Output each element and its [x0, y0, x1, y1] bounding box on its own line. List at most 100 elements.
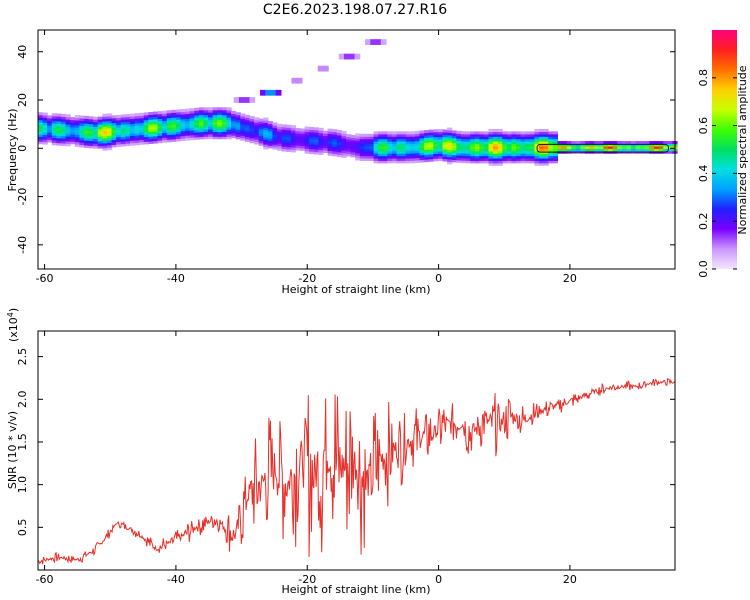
heatmap-cell — [139, 122, 145, 126]
snr-series-line — [37, 377, 676, 565]
heatmap-cell — [267, 135, 274, 139]
heatmap-cell — [111, 132, 117, 136]
heatmap-cell — [309, 146, 315, 150]
heatmap-cell — [185, 123, 191, 127]
heatmap-cell — [525, 145, 531, 149]
heatmap-cell — [534, 153, 540, 157]
heatmap-cell — [106, 135, 113, 139]
heatmap-cell — [157, 120, 163, 124]
heatmap-cell — [97, 126, 103, 130]
heatmap-cell — [433, 150, 439, 154]
heatmap-cell — [323, 149, 329, 153]
heatmap-cell — [493, 155, 499, 159]
heatmap-cell — [134, 130, 140, 134]
heatmap-cell — [277, 138, 283, 142]
heatmap-cell — [401, 141, 407, 145]
heatmap-cell — [198, 109, 205, 113]
heatmap-cell — [483, 145, 490, 149]
heatmap-cell — [442, 151, 448, 155]
heatmap-cell — [323, 142, 329, 146]
heatmap-cell — [437, 138, 444, 142]
heatmap-cell — [529, 150, 536, 154]
heatmap-cell — [451, 156, 457, 160]
heatmap-cell — [212, 112, 218, 116]
heatmap-cell — [106, 139, 113, 143]
heatmap-cell — [506, 133, 513, 137]
heatmap-cell — [465, 141, 471, 145]
heatmap-cell — [543, 136, 549, 140]
heatmap-cell — [152, 126, 159, 130]
heatmap-cell — [465, 148, 471, 152]
heatmap-cell — [368, 153, 375, 157]
heatmap-cell — [649, 148, 655, 152]
heatmap-cell — [428, 146, 434, 150]
heatmap-cell — [318, 137, 324, 141]
heatmap-cell — [116, 131, 122, 135]
heatmap-cell — [350, 147, 356, 151]
heatmap-cell — [488, 150, 494, 154]
heatmap-cell — [497, 141, 503, 145]
heatmap-cell — [162, 132, 168, 136]
heatmap-cell — [263, 119, 269, 123]
heatmap-cell — [116, 139, 122, 143]
heatmap-cell — [166, 124, 172, 128]
heatmap-cell — [387, 141, 393, 145]
heatmap-cell — [51, 142, 57, 146]
heatmap-cell — [350, 151, 356, 155]
heatmap-cell — [83, 118, 90, 122]
heatmap-cell — [433, 143, 439, 147]
heatmap-cell — [157, 140, 163, 144]
heatmap-cell — [97, 133, 103, 137]
heatmap-cell — [525, 160, 531, 164]
heatmap-cell — [157, 118, 163, 122]
heatmap-cell — [341, 138, 347, 142]
heatmap-cell — [359, 133, 365, 137]
heatmap-cell — [97, 128, 103, 132]
heatmap-cell — [506, 150, 513, 154]
heatmap-cell — [405, 141, 411, 145]
heatmap-cell — [277, 133, 283, 137]
heatmap-cell — [456, 145, 462, 149]
heatmap-cell — [493, 131, 499, 135]
heatmap-cell — [185, 127, 191, 131]
heatmap-cell — [171, 138, 177, 142]
heatmap-cell — [129, 125, 136, 129]
heatmap-cell — [42, 115, 48, 119]
heatmap-cell — [162, 125, 168, 129]
heatmap-cell — [221, 114, 228, 118]
heatmap-cell — [240, 132, 246, 136]
x-tick-label: 20 — [563, 272, 577, 285]
heatmap-cell — [152, 140, 159, 144]
heatmap-cell — [419, 157, 425, 161]
heatmap-cell — [375, 39, 382, 45]
heatmap-cell — [83, 142, 90, 146]
heatmap-cell — [382, 157, 388, 161]
heatmap-cell — [47, 137, 53, 141]
heatmap-cell — [520, 153, 526, 157]
heatmap-cell — [424, 154, 430, 158]
spectrogram-heatmap — [38, 39, 678, 166]
heatmap-cell — [42, 129, 48, 133]
heatmap-cell — [203, 131, 209, 135]
heatmap-cell — [594, 148, 600, 152]
heatmap-cell — [364, 155, 370, 159]
heatmap-cell — [313, 134, 320, 138]
heatmap-cell — [235, 136, 241, 140]
heatmap-cell — [502, 133, 508, 137]
heatmap-cell — [244, 114, 251, 118]
heatmap-cell — [65, 126, 71, 130]
heatmap-cell — [51, 137, 57, 141]
heatmap-cell — [663, 145, 669, 149]
heatmap-cell — [304, 133, 310, 137]
heatmap-cell — [208, 121, 214, 125]
heatmap-cell — [275, 89, 282, 96]
heatmap-cell — [539, 157, 545, 161]
heatmap-cell — [341, 147, 347, 151]
heatmap-cell — [497, 157, 503, 161]
heatmap-cell — [488, 141, 494, 145]
heatmap-cell — [502, 138, 508, 142]
heatmap-cell — [74, 136, 80, 140]
heatmap-cell — [56, 142, 62, 146]
heatmap-cell — [437, 158, 444, 162]
heatmap-cell — [120, 119, 126, 123]
